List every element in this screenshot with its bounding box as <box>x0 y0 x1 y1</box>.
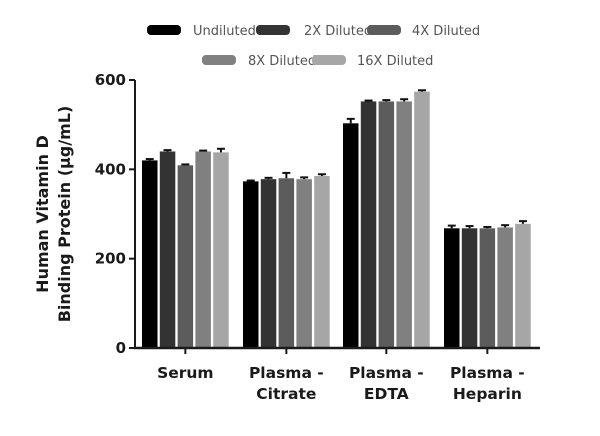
legend-item: 4X Diluted <box>367 24 480 39</box>
y-tick-label: 600 <box>95 71 126 89</box>
bar <box>378 101 395 348</box>
bar <box>479 228 496 348</box>
x-tick-label-line: Plasma - <box>450 364 525 382</box>
bar-group <box>142 147 229 348</box>
legend-label: 8X Diluted <box>248 54 316 69</box>
bar <box>243 181 259 348</box>
chart-legend: Undiluted 2X Diluted 4X Diluted 8X Diluted 1… <box>147 24 480 69</box>
legend-item: Undiluted <box>147 24 256 39</box>
x-tick-label-line: Citrate <box>256 385 316 403</box>
x-tick-label: Serum <box>157 364 214 382</box>
legend-swatch <box>202 55 236 65</box>
x-tick-label-line: Plasma - <box>349 364 424 382</box>
legend-label: Undiluted <box>193 24 256 39</box>
y-axis-title-line: Binding Protein (µg/mL) <box>55 106 74 323</box>
bar <box>278 178 295 348</box>
legend-label: 2X Diluted <box>304 24 372 39</box>
bar <box>142 160 158 348</box>
y-axis-title-line: Human Vitamin D <box>33 135 52 293</box>
bar-group <box>243 171 330 348</box>
x-tick-label: Plasma - EDTA <box>349 364 424 403</box>
bar <box>396 101 412 348</box>
x-tick-label: Plasma - Citrate <box>249 364 324 403</box>
y-tick-label: 400 <box>95 160 126 178</box>
legend-item: 16X Diluted <box>312 54 433 69</box>
legend-label: 16X Diluted <box>357 54 433 69</box>
x-tick-label-line: Plasma - <box>249 364 324 382</box>
y-tick-label: 200 <box>95 250 126 268</box>
bar <box>461 228 478 348</box>
bar <box>195 151 211 348</box>
y-axis-title: Human Vitamin D Binding Protein (µg/mL) <box>33 106 74 323</box>
legend-item: 2X Diluted <box>256 24 372 39</box>
legend-item: 8X Diluted <box>202 54 316 69</box>
legend-swatch <box>312 55 346 65</box>
bar <box>343 123 359 349</box>
bar <box>414 91 430 348</box>
bar <box>159 151 176 348</box>
x-tick-label-line: EDTA <box>364 385 409 403</box>
legend-label: 4X Diluted <box>412 24 480 39</box>
bar-series <box>142 89 531 349</box>
legend-swatch <box>147 25 181 35</box>
bar <box>360 101 377 348</box>
bar-group <box>343 89 430 349</box>
legend-swatch <box>256 25 290 35</box>
legend-swatch <box>367 25 401 35</box>
bar <box>314 176 330 348</box>
x-tick-label: Plasma - Heparin <box>450 364 525 403</box>
bar <box>497 227 513 348</box>
y-axis: 0 200 400 600 <box>95 71 136 357</box>
bar <box>296 179 312 348</box>
bar <box>515 223 531 348</box>
bar-group <box>444 220 531 348</box>
bar <box>177 165 194 348</box>
bar <box>260 179 277 348</box>
bar <box>444 228 460 348</box>
y-tick-label: 0 <box>116 339 126 357</box>
bar <box>213 152 229 348</box>
x-tick-label-line: Serum <box>157 364 214 382</box>
x-tick-label-line: Heparin <box>453 385 522 403</box>
